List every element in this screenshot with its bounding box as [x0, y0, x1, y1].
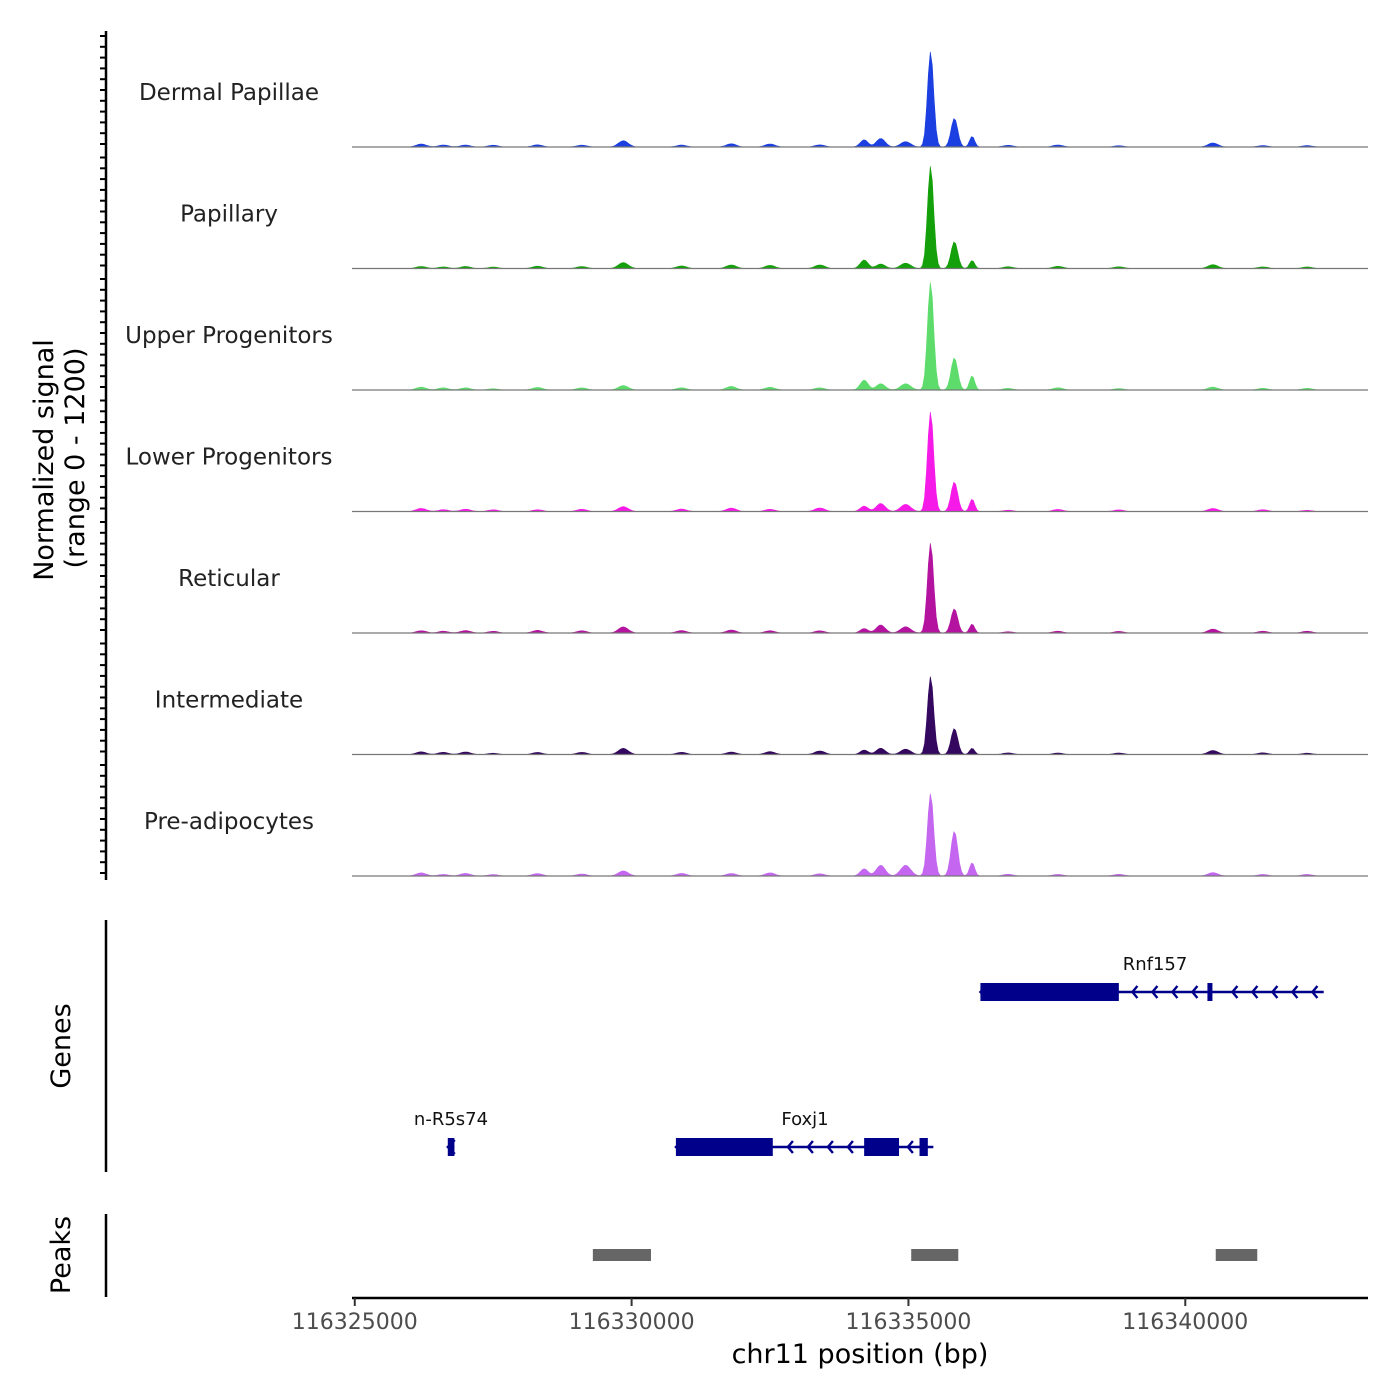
peaks-panel-label: Peaks: [46, 1216, 77, 1294]
coverage-area-track-2: [352, 166, 1368, 269]
x-axis: 116325000 116330000 116335000 116340000: [292, 1296, 1368, 1335]
gene-end-arrow-n-R5s74: [446, 1139, 456, 1155]
track-label-1: Dermal Papillae: [139, 80, 319, 106]
strand-arrow-Rnf157: [1250, 985, 1259, 999]
gene-label-Foxj1: Foxj1: [781, 1109, 828, 1130]
strand-arrow-Rnf157: [1150, 985, 1159, 999]
track-label-7: Pre-adipocytes: [144, 809, 314, 835]
strand-arrow-Rnf157: [1190, 985, 1199, 999]
exon-Rnf157-1: [980, 983, 1119, 1001]
coverage-area-track-4: [352, 411, 1368, 512]
strand-arrow-Foxj1: [846, 1140, 854, 1154]
genes-panel-label: Genes: [46, 1003, 77, 1088]
exon-Rnf157-2: [1207, 983, 1213, 1001]
y-axis-title-line2: (range 0 - 1200): [60, 348, 91, 569]
exon-Foxj1-1: [675, 1138, 773, 1156]
strand-arrow-Rnf157: [1310, 985, 1319, 999]
strand-arrow-Foxj1: [786, 1140, 794, 1154]
gene-label-Rnf157: Rnf157: [1123, 954, 1188, 975]
x-tick-label-2: 116330000: [569, 1310, 695, 1335]
track-label-6: Intermediate: [155, 688, 303, 714]
strand-arrow-Rnf157: [1170, 985, 1179, 999]
exon-n-R5s74-1: [447, 1138, 455, 1156]
coverage-tracks: Dermal Papillae Papillary Upper Progenitor…: [100, 31, 1368, 880]
strand-arrow-Rnf157: [1230, 985, 1239, 999]
gene-end-arrow-Rnf157: [978, 984, 989, 1000]
exon-Foxj1-3: [919, 1138, 928, 1156]
gene-end-arrow-Foxj1: [674, 1139, 684, 1155]
coverage-area-track-6: [352, 676, 1368, 755]
x-axis-title: chr11 position (bp): [732, 1339, 989, 1370]
x-tick-label-4: 116340000: [1122, 1310, 1248, 1335]
x-tick-label-1: 116325000: [292, 1310, 418, 1335]
peak-3: [1215, 1249, 1258, 1261]
genes-panel: n-R5s74 Foxj1 Rnf157: [104, 920, 1324, 1172]
track-label-4: Lower Progenitors: [126, 445, 333, 471]
x-tick-label-3: 116335000: [845, 1310, 971, 1335]
strand-arrow-Rnf157: [1290, 985, 1299, 999]
strand-arrow-Rnf157: [1130, 985, 1139, 999]
track-label-3: Upper Progenitors: [125, 323, 333, 349]
coverage-area-track-7: [352, 793, 1368, 877]
y-axis-title-line1: Normalized signal: [29, 339, 60, 581]
peak-2: [911, 1249, 959, 1261]
peak-1: [592, 1249, 651, 1261]
gene-label-n-R5s74: n-R5s74: [414, 1109, 488, 1130]
track-label-2: Papillary: [180, 202, 278, 228]
coverage-area-track-1: [352, 51, 1368, 148]
track-label-5: Reticular: [178, 566, 280, 592]
strand-arrow-Foxj1: [826, 1140, 834, 1154]
exon-Foxj1-2: [864, 1138, 900, 1156]
peaks-panel: [104, 1214, 1258, 1297]
coverage-area-track-5: [352, 543, 1368, 634]
strand-arrow-Foxj1: [906, 1140, 914, 1154]
coverage-area-track-3: [352, 282, 1368, 391]
strand-arrow-Foxj1: [806, 1140, 814, 1154]
strand-arrow-Rnf157: [1270, 985, 1279, 999]
